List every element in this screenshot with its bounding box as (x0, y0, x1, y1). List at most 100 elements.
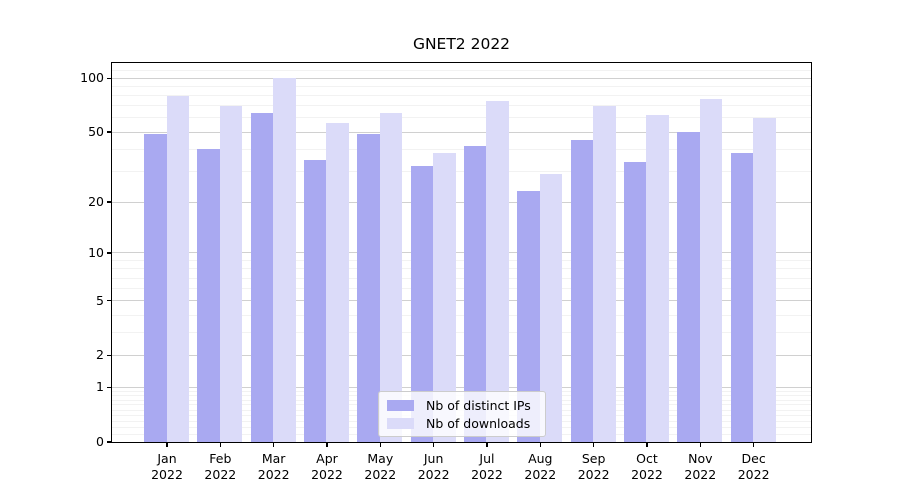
bar-distinct-ips (410, 166, 434, 442)
bar-downloads (326, 123, 349, 442)
minor-gridline (112, 288, 811, 290)
minor-gridline (112, 85, 811, 87)
x-tick-mark (379, 442, 382, 447)
bar-distinct-ips (303, 159, 327, 442)
major-gridline (112, 386, 811, 388)
bar-downloads (753, 117, 776, 442)
bar-downloads (433, 153, 456, 442)
bar-distinct-ips (357, 133, 380, 442)
x-tick-year: 2022 (364, 466, 397, 482)
x-tick-label: Oct 2022 (612, 451, 682, 482)
x-tick-mark (753, 442, 755, 447)
minor-gridline (112, 277, 811, 279)
x-tick-mark (433, 442, 435, 447)
x-tick-year: 2022 (417, 466, 450, 482)
minor-gridline (112, 95, 811, 97)
y-tick-mark (106, 354, 112, 357)
x-tick-month: May (367, 451, 394, 466)
legend-label-downloads: Nb of downloads (426, 415, 531, 431)
bar-downloads (273, 78, 296, 442)
x-tick-year: 2022 (684, 466, 717, 482)
bar-downloads (486, 100, 509, 442)
x-tick-mark (486, 442, 488, 447)
x-tick-label: Dec 2022 (719, 451, 789, 482)
x-tick-label: May 2022 (345, 451, 415, 482)
bar-distinct-ips (197, 149, 220, 442)
x-tick-month: Dec (741, 451, 766, 466)
bar-distinct-ips (463, 145, 487, 442)
x-tick-label: Mar 2022 (239, 451, 309, 482)
minor-gridline (112, 148, 811, 150)
bar-downloads (379, 112, 403, 442)
plot-area: Nb of distinct IPs Nb of downloads (111, 62, 812, 443)
minor-gridline (112, 170, 811, 172)
minor-gridline (112, 259, 811, 261)
bar-downloads (646, 115, 669, 442)
legend-item-downloads: Nb of downloads (387, 416, 537, 431)
x-tick-month: Oct (636, 451, 658, 466)
legend: Nb of distinct IPs Nb of downloads (378, 391, 546, 437)
x-tick-mark (539, 442, 541, 447)
bar-downloads (219, 105, 243, 442)
bar-downloads (166, 95, 189, 442)
y-tick-mark (106, 386, 112, 389)
major-gridline (112, 77, 811, 79)
major-gridline (112, 131, 811, 133)
x-tick-year: 2022 (577, 466, 610, 482)
x-tick-mark (699, 442, 701, 447)
x-tick-year: 2022 (311, 466, 343, 482)
x-tick-month: Apr (316, 451, 338, 466)
bar-distinct-ips (517, 191, 540, 442)
x-tick-year: 2022 (631, 466, 663, 482)
bar-downloads (699, 98, 723, 442)
bar-distinct-ips (677, 132, 700, 442)
y-tick-label: 20 (88, 194, 104, 209)
x-tick-label: Jul 2022 (452, 451, 522, 482)
x-tick-mark (593, 442, 595, 447)
legend-item-distinct-ips: Nb of distinct IPs (387, 398, 537, 413)
x-tick-label: Sep 2022 (559, 451, 629, 482)
x-tick-month: Aug (528, 451, 553, 466)
chart-title: GNET2 2022 (412, 35, 511, 53)
y-tick-label: 0 (96, 434, 104, 449)
y-tick-mark (106, 131, 112, 133)
x-tick-year: 2022 (204, 466, 237, 482)
minor-gridline (112, 268, 811, 270)
bar-distinct-ips (730, 153, 754, 442)
legend-label-distinct-ips: Nb of distinct IPs (426, 397, 531, 413)
x-tick-month: Jul (479, 451, 495, 466)
x-tick-label: Feb 2022 (185, 451, 255, 482)
x-tick-mark (166, 442, 168, 447)
bar-distinct-ips (570, 140, 594, 442)
minor-gridline (112, 332, 811, 334)
x-tick-label: Nov 2022 (665, 451, 735, 482)
bar-distinct-ips (623, 161, 647, 442)
y-tick-mark (106, 77, 112, 79)
x-tick-label: Aug 2022 (505, 451, 575, 482)
bar-downloads (593, 105, 616, 442)
minor-gridline (112, 314, 811, 316)
y-tick-label: 2 (96, 347, 104, 363)
x-tick-label: Jan 2022 (132, 451, 202, 482)
y-tick-label: 1 (96, 379, 104, 395)
x-tick-year: 2022 (471, 466, 503, 482)
x-tick-mark (219, 442, 222, 447)
x-tick-month: Sep (581, 451, 606, 466)
major-gridline (112, 300, 811, 302)
minor-gridline (112, 70, 811, 72)
x-tick-mark (326, 442, 328, 447)
x-tick-month: Feb (209, 451, 232, 466)
major-gridline (112, 354, 811, 356)
y-tick-label: 50 (88, 124, 104, 140)
y-tick-mark (106, 441, 112, 443)
legend-swatch-downloads-icon (387, 417, 414, 429)
bar-distinct-ips (144, 133, 167, 442)
legend-swatch-distinct-ips-icon (387, 399, 414, 411)
y-tick-mark (106, 252, 112, 254)
bar-downloads (539, 173, 563, 442)
major-gridline (112, 201, 811, 203)
x-tick-label: Jun 2022 (399, 451, 469, 482)
x-tick-year: 2022 (737, 466, 770, 482)
y-tick-label: 10 (88, 244, 104, 260)
y-tick-label: 100 (80, 70, 104, 86)
